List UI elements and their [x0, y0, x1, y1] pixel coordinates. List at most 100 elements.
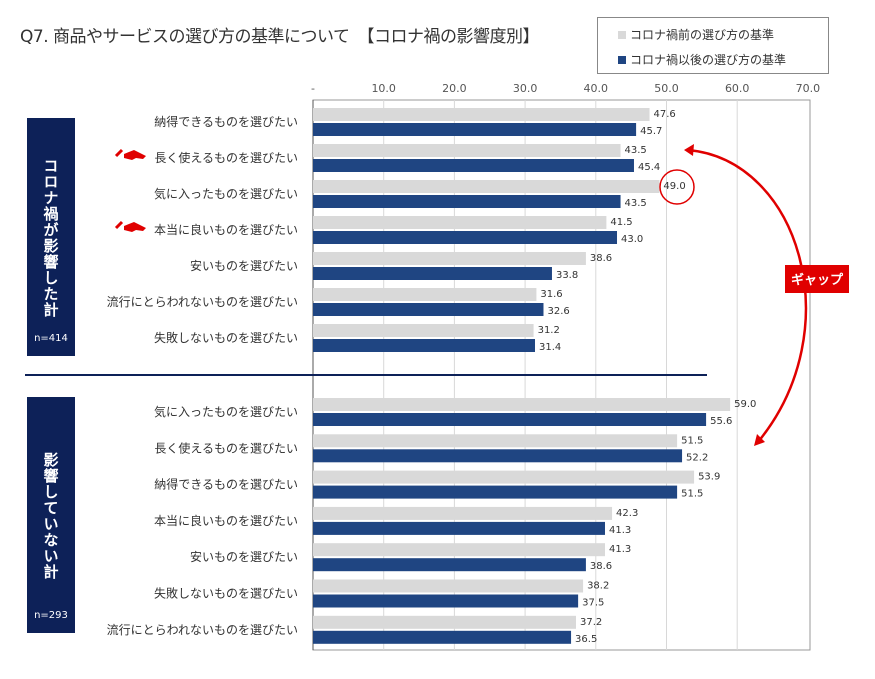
value-label-before: 59.0 [734, 399, 756, 410]
value-label-before: 38.2 [587, 581, 609, 592]
group-n: n=414 [34, 333, 68, 344]
bar-before [313, 288, 537, 301]
category-label: 納得できるものを選びたい [154, 114, 298, 129]
legend-label-after: コロナ禍以後の選び方の基準 [630, 53, 787, 67]
value-label-after: 38.6 [590, 561, 612, 572]
bar-after [313, 231, 618, 244]
legend-swatch-after [618, 55, 626, 64]
legend-label-before: コロナ禍前の選び方の基準 [630, 28, 775, 42]
x-tick-label: 10.0 [371, 82, 396, 95]
bar-before [313, 108, 650, 121]
x-tick-label: 50.0 [654, 82, 679, 95]
value-label-before: 49.0 [663, 181, 685, 192]
bar-before [313, 434, 678, 448]
x-tick-label: 70.0 [796, 82, 821, 95]
bar-before [313, 252, 586, 265]
value-label-after: 32.6 [547, 306, 569, 317]
bar-before [313, 506, 613, 520]
value-label-before: 41.5 [610, 217, 632, 228]
bar-after [313, 267, 552, 280]
value-label-before: 51.5 [681, 435, 703, 446]
category-label: 安いものを選びたい [190, 258, 298, 273]
pointing-hand-icon-cuff [114, 148, 124, 158]
value-label-after: 36.5 [575, 634, 597, 645]
bar-before [313, 615, 577, 629]
x-tick-label: 30.0 [513, 82, 538, 95]
x-tick-label: 60.0 [725, 82, 750, 95]
category-label: 長く使えるものを選びたい [154, 440, 298, 455]
value-label-before: 47.6 [654, 109, 676, 120]
bar-after [313, 339, 535, 352]
chart-title: Q7. 商品やサービスの選び方の基準について 【コロナ禍の影響度別】 [20, 27, 540, 47]
bar-before [313, 180, 660, 193]
value-label-after: 31.4 [539, 342, 561, 353]
value-label-before: 37.2 [580, 617, 602, 628]
gap-arrow [687, 148, 807, 443]
bar-before [313, 579, 584, 593]
bar-before [313, 216, 607, 229]
legend-item-after: コロナ禍以後の選び方の基準 [618, 51, 786, 68]
value-label-before: 41.3 [609, 544, 631, 555]
legend: コロナ禍前の選び方の基準 コロナ禍以後の選び方の基準 [597, 17, 829, 74]
value-label-before: 31.6 [540, 289, 562, 300]
bar-after [313, 630, 572, 644]
arrowhead-icon [754, 434, 765, 446]
category-label: 失敗しないものを選びたい [154, 330, 298, 345]
category-label: 安いものを選びたい [190, 549, 298, 564]
category-label: 納得できるものを選びたい [154, 477, 298, 492]
bar-before [313, 398, 731, 411]
value-label-before: 38.6 [590, 253, 612, 264]
legend-swatch-before [618, 30, 626, 39]
bar-before [313, 144, 621, 157]
bar-before [313, 324, 534, 337]
bar-before [313, 470, 695, 484]
category-label: 失敗しないものを選びたい [154, 586, 298, 601]
bar-after [313, 123, 637, 136]
value-label-before: 42.3 [616, 508, 638, 519]
bar-after [313, 594, 579, 608]
value-label-before: 31.2 [538, 325, 560, 336]
value-label-after: 37.5 [582, 598, 604, 609]
value-label-after: 43.0 [621, 234, 643, 245]
value-label-after: 41.3 [609, 525, 631, 536]
bar-before [313, 543, 605, 557]
group-box-not-affected: 影響していない計 n=293 [27, 397, 75, 633]
x-tick-label: - [311, 82, 315, 95]
pointing-hand-icon [124, 222, 146, 232]
bar-after [313, 195, 621, 208]
bar-after [313, 449, 683, 463]
category-label: 流行にとらわれないものを選びたい [107, 295, 298, 309]
value-label-after: 52.2 [686, 452, 708, 463]
group-label: コロナ禍が影響した計 [41, 158, 60, 318]
x-tick-label: 20.0 [442, 82, 467, 95]
category-label: 流行にとらわれないものを選びたい [107, 623, 298, 637]
value-label-after: 33.8 [556, 270, 578, 281]
value-label-after: 55.6 [710, 416, 732, 427]
value-label-after: 43.5 [625, 198, 647, 209]
category-label: 本当に良いものを選びたい [154, 222, 298, 237]
gap-label-box [785, 265, 849, 293]
category-label: 本当に良いものを選びたい [154, 513, 298, 528]
bar-after [313, 159, 634, 172]
pointing-hand-icon [124, 150, 146, 160]
pointing-hand-icon-cuff [114, 220, 124, 230]
value-label-after: 51.5 [681, 489, 703, 500]
value-label-before: 53.9 [698, 472, 720, 483]
arrowhead-icon [684, 144, 694, 156]
value-label-after: 45.4 [638, 162, 660, 173]
category-label: 気に入ったものを選びたい [154, 186, 298, 201]
bar-after [313, 303, 544, 316]
bar-after [313, 521, 605, 535]
group-box-affected: コロナ禍が影響した計 n=414 [27, 118, 75, 356]
x-tick-label: 40.0 [584, 82, 609, 95]
bar-after [313, 558, 586, 572]
gap-label: ギャップ [791, 272, 844, 288]
category-label: 長く使えるものを選びたい [154, 150, 298, 165]
legend-item-before: コロナ禍前の選び方の基準 [618, 26, 774, 43]
group-label: 影響していない計 [41, 452, 60, 580]
group-n: n=293 [34, 610, 68, 621]
category-label: 気に入ったものを選びたい [154, 404, 298, 419]
highlight-circle [659, 169, 695, 205]
